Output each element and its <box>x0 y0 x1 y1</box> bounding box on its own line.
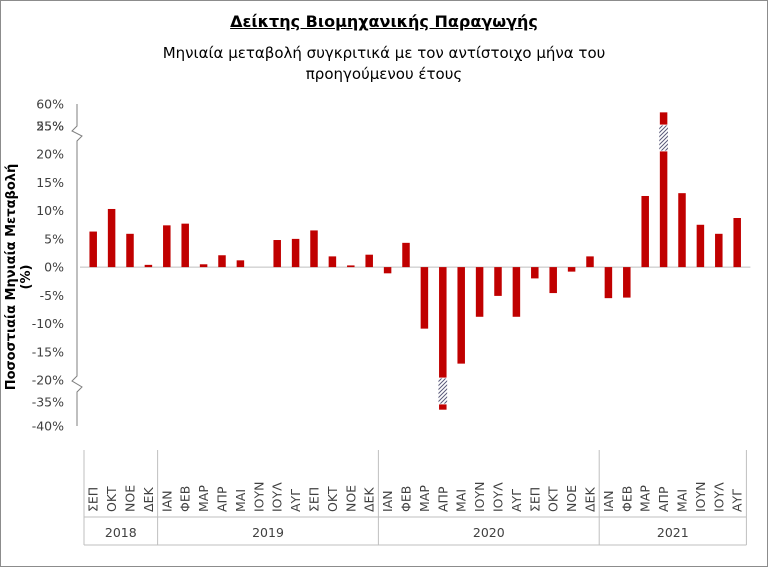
month-label: ΝΟΕ <box>343 485 358 512</box>
bar <box>126 233 134 268</box>
month-label: ΔΕΚ <box>362 487 377 512</box>
month-label: ΣΕΠ <box>527 487 542 512</box>
bar <box>531 267 539 279</box>
y-tick-label: 15% <box>36 175 64 190</box>
year-label: 2020 <box>473 525 505 540</box>
bar <box>567 267 576 272</box>
bar <box>439 267 447 410</box>
year-label: 2019 <box>252 525 284 540</box>
bar <box>641 195 649 268</box>
month-label: ΜΑΙ <box>454 489 469 512</box>
month-label: ΜΑΡ <box>638 485 653 512</box>
bar <box>659 112 668 268</box>
month-label: ΜΑΡ <box>417 485 432 512</box>
bar <box>347 265 355 268</box>
month-label: ΦΕΒ <box>178 486 193 512</box>
month-label: ΟΚΤ <box>325 486 340 512</box>
y-axis-line <box>71 104 83 426</box>
month-label: ΦΕΒ <box>399 486 414 512</box>
y-tick-label: -15% <box>32 344 64 359</box>
chart-title: Δείκτης Βιομηχανικής Παραγωγής <box>230 12 538 31</box>
bar <box>163 225 171 268</box>
y-tick-label: -10% <box>32 316 64 331</box>
y-tick-label: 5% <box>44 231 64 246</box>
bar <box>623 267 631 298</box>
bar <box>328 256 337 268</box>
month-label: ΑΥΓ <box>288 489 303 512</box>
month-label: ΝΟΕ <box>123 485 138 512</box>
bar <box>475 267 484 317</box>
month-label: ΙΟΥΝ <box>472 481 487 512</box>
y-tick-label: -35% <box>32 395 64 410</box>
year-label: 2021 <box>657 525 689 540</box>
bar <box>310 230 318 268</box>
bar <box>107 208 116 268</box>
month-label: ΑΥΓ <box>730 489 745 512</box>
bar <box>733 218 741 268</box>
bar-break-marker <box>658 124 669 152</box>
bar <box>512 267 521 317</box>
month-label: ΑΠΡ <box>656 486 671 512</box>
y-tick-label: 55% <box>36 119 64 134</box>
y-tick-label: -5% <box>40 288 64 303</box>
year-label: 2018 <box>105 525 137 540</box>
month-label: ΔΕΚ <box>141 487 156 512</box>
y-tick-label: 25% <box>36 119 64 134</box>
month-label: ΜΑΙ <box>233 489 248 512</box>
bar <box>365 254 373 268</box>
bar <box>604 267 613 299</box>
month-label: ΙΑΝ <box>159 490 174 512</box>
bar <box>273 240 281 268</box>
bar <box>402 242 410 268</box>
month-label: ΜΑΙ <box>675 489 690 512</box>
bar <box>291 238 300 268</box>
bar <box>236 260 245 268</box>
y-tick-label: 60% <box>36 97 64 112</box>
y-tick-label: -20% <box>32 373 64 388</box>
bar <box>181 223 189 268</box>
bar <box>494 267 502 296</box>
month-label: ΣΕΠ <box>307 487 322 512</box>
chart-subtitle: Μηνιαία μεταβολή συγκριτικά με τον αντίσ… <box>162 44 606 83</box>
month-label: ΙΟΥΛ <box>270 482 285 512</box>
bar <box>549 267 557 294</box>
bar <box>457 267 465 364</box>
month-label: ΔΕΚ <box>583 487 598 512</box>
y-tick-label: 20% <box>36 147 64 162</box>
month-label: ΙΑΝ <box>380 490 395 512</box>
bar <box>420 267 429 329</box>
month-label: ΣΕΠ <box>86 487 101 512</box>
month-label: ΑΥΓ <box>509 489 524 512</box>
month-label: ΟΚΤ <box>546 486 561 512</box>
month-label: ΙΟΥΛ <box>711 482 726 512</box>
bar <box>696 224 705 268</box>
month-label: ΝΟΕ <box>564 485 579 512</box>
bar <box>586 256 594 268</box>
bar <box>218 255 226 268</box>
month-label: ΜΑΡ <box>196 485 211 512</box>
y-tick-label: -40% <box>32 419 64 434</box>
month-label: ΑΠΡ <box>215 486 230 512</box>
y-tick-label: 10% <box>36 203 64 218</box>
y-tick-label: 0% <box>44 260 64 275</box>
month-label: ΑΠΡ <box>435 486 450 512</box>
month-label: ΙΟΥΛ <box>491 482 506 512</box>
bar <box>89 231 97 268</box>
bar <box>715 233 723 268</box>
month-label: ΙΑΝ <box>601 490 616 512</box>
bar <box>144 264 153 268</box>
bar-break-marker <box>437 377 448 405</box>
month-label: ΙΟΥΝ <box>693 481 708 512</box>
month-label: ΟΚΤ <box>104 486 119 512</box>
bar <box>383 267 392 274</box>
month-label: ΙΟΥΝ <box>251 481 266 512</box>
bar <box>678 193 686 268</box>
month-label: ΦΕΒ <box>619 486 634 512</box>
bar <box>199 264 208 268</box>
